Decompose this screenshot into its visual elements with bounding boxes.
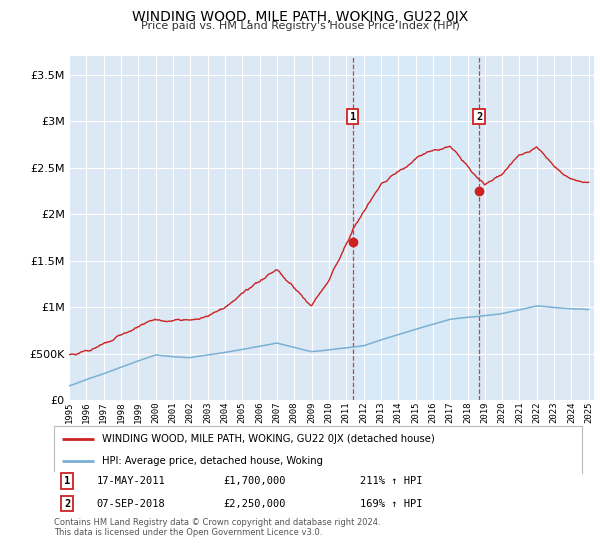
Text: 2: 2	[64, 498, 70, 508]
Text: WINDING WOOD, MILE PATH, WOKING, GU22 0JX (detached house): WINDING WOOD, MILE PATH, WOKING, GU22 0J…	[101, 434, 434, 444]
Text: 1: 1	[64, 476, 70, 486]
Text: Contains HM Land Registry data © Crown copyright and database right 2024.
This d: Contains HM Land Registry data © Crown c…	[54, 518, 380, 538]
Text: £2,250,000: £2,250,000	[223, 498, 286, 508]
Text: 2: 2	[476, 111, 482, 122]
Text: £1,700,000: £1,700,000	[223, 476, 286, 486]
Text: HPI: Average price, detached house, Woking: HPI: Average price, detached house, Woki…	[101, 456, 323, 466]
Text: 1: 1	[350, 111, 356, 122]
Text: WINDING WOOD, MILE PATH, WOKING, GU22 0JX: WINDING WOOD, MILE PATH, WOKING, GU22 0J…	[132, 10, 468, 24]
Text: 211% ↑ HPI: 211% ↑ HPI	[360, 476, 423, 486]
Text: 17-MAY-2011: 17-MAY-2011	[96, 476, 165, 486]
Text: 07-SEP-2018: 07-SEP-2018	[96, 498, 165, 508]
Text: 169% ↑ HPI: 169% ↑ HPI	[360, 498, 423, 508]
Bar	[353, 56, 479, 400]
Text: Price paid vs. HM Land Registry's House Price Index (HPI): Price paid vs. HM Land Registry's House …	[140, 21, 460, 31]
